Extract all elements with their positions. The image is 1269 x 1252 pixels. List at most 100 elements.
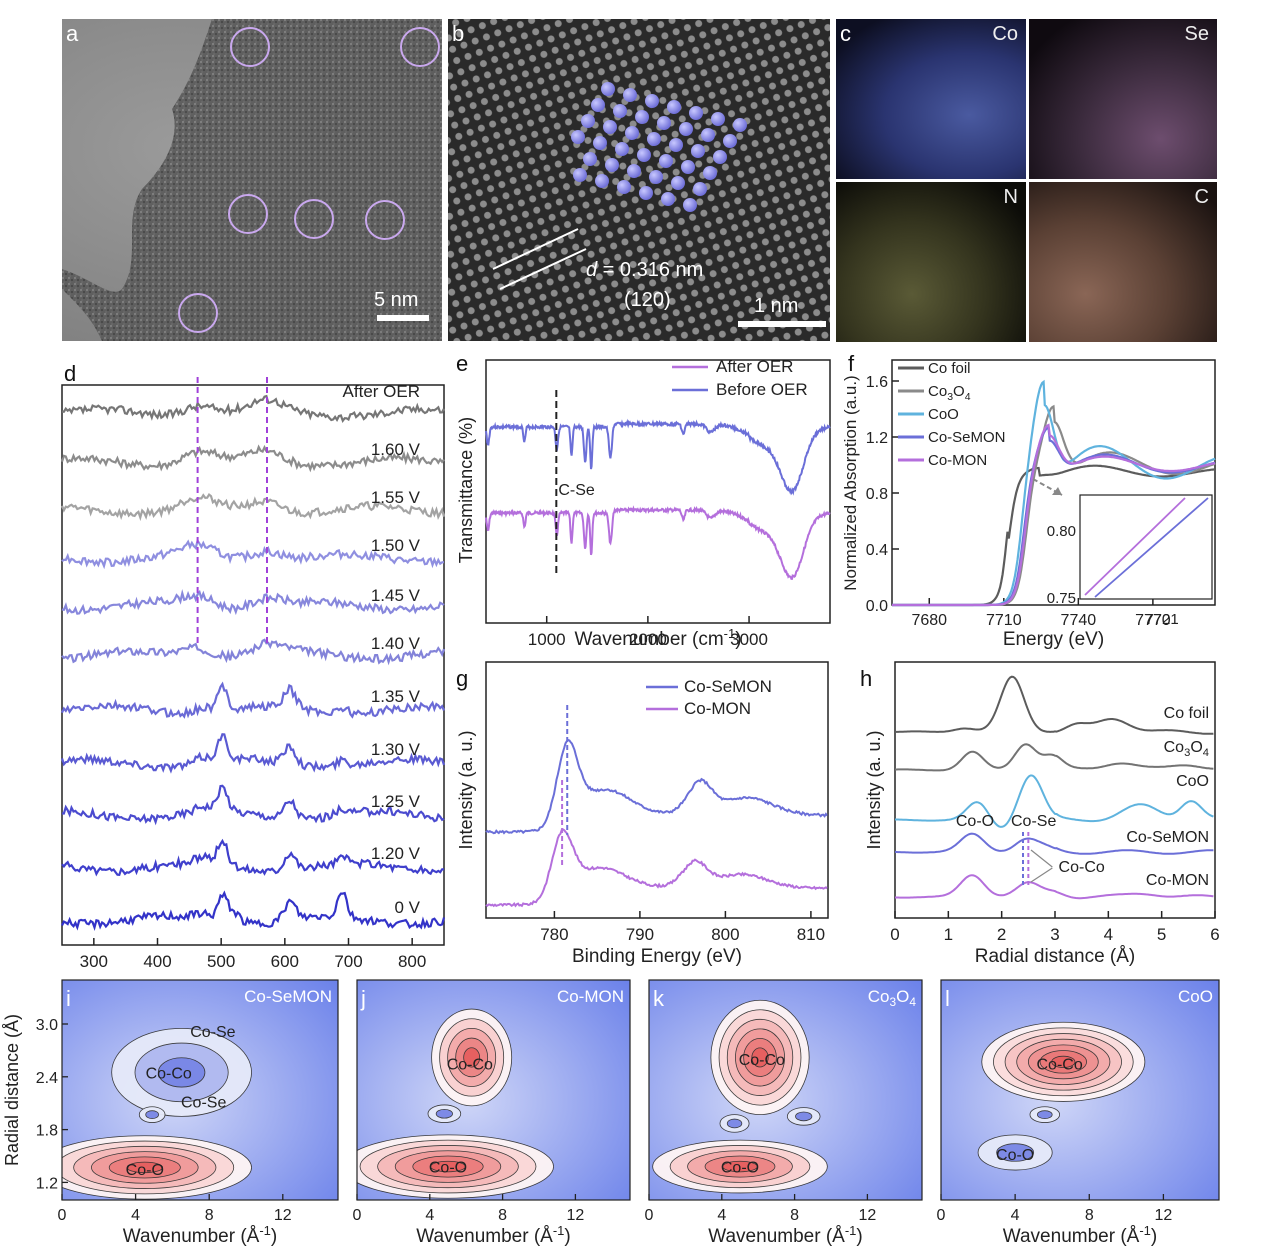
- y-axis-label: Intensity (a. u.): [864, 730, 884, 849]
- inset-pointer-arrow: [1052, 487, 1062, 495]
- panel-label: f: [848, 351, 855, 376]
- label-leader: [1030, 849, 1053, 868]
- heatmap-contours: [977, 1021, 1146, 1171]
- plot-frame: [61, 979, 339, 1201]
- atom-sphere: [591, 98, 605, 112]
- x-axis-label: Wavenumber (cm-1): [574, 626, 741, 650]
- contour-level: [751, 1047, 769, 1068]
- contour-level: [157, 1057, 206, 1088]
- peak-label: Co-Co: [146, 1065, 192, 1082]
- panel-label: e: [456, 351, 469, 376]
- legend-label: After OER: [716, 357, 793, 376]
- atom-sphere: [647, 132, 661, 146]
- plot-frame: [891, 359, 1216, 606]
- plot-frame: [356, 979, 631, 1201]
- atom-sphere: [679, 122, 693, 136]
- panel-label: c: [840, 21, 851, 46]
- raman-series-line: [61, 838, 444, 877]
- x-tick-label: 800: [398, 952, 426, 971]
- y-tick-label: 1.2: [866, 430, 888, 447]
- co-o-label: Co-O: [956, 813, 994, 830]
- x-tick-label: 12: [1155, 1207, 1173, 1224]
- exafs-series-line: [894, 675, 1214, 735]
- atom-sphere: [601, 82, 615, 96]
- x-tick-label: 8: [498, 1207, 507, 1224]
- panel-label: a: [66, 21, 79, 46]
- peak-label: Co-O: [126, 1162, 164, 1179]
- co-co-label: Co-Co: [1059, 859, 1105, 876]
- exafs-chart: 0 1 2 3 4 5 6 Radial distance (Å) Intensity (a. …: [840, 660, 1269, 970]
- exafs-series-line: [895, 874, 1214, 900]
- x-tick-label: 600: [271, 952, 299, 971]
- atom-sphere: [667, 100, 681, 114]
- x-tick-label: 0: [937, 1207, 946, 1224]
- x-tick-label: 3: [1050, 925, 1059, 944]
- contour-level: [435, 1108, 453, 1119]
- contour-level: [126, 1161, 163, 1174]
- series-label: 1.25 V: [371, 792, 421, 811]
- series-label: 1.20 V: [371, 844, 421, 863]
- heatmap-title: Co-SeMON: [244, 987, 332, 1006]
- x-axis-label: Wavenumber (Å-1): [416, 1223, 570, 1247]
- x-tick-label: 780: [540, 925, 568, 944]
- legend-label: CoO: [928, 406, 959, 423]
- co-se-label: Co-Se: [1011, 813, 1056, 830]
- d-spacing-label: d = 0.316 nm: [586, 259, 703, 282]
- eds-map-se: Se: [1029, 19, 1217, 179]
- raman-series-line: [61, 638, 446, 666]
- atom-sphere: [625, 126, 639, 140]
- series-label: 1.40 V: [371, 634, 421, 653]
- x-tick-label: 0: [353, 1207, 362, 1224]
- co-mon-xps-line: [485, 828, 828, 908]
- raman-series-line: [60, 444, 445, 473]
- atom-sphere: [583, 152, 597, 166]
- plot-frame: [485, 661, 829, 919]
- contour-level: [145, 1110, 160, 1119]
- x-tick-label: 6: [1210, 925, 1219, 944]
- inset-line-co-mon: [1084, 497, 1186, 596]
- peak-label: Co-Co: [1036, 1057, 1082, 1074]
- x-tick-label: 500: [207, 952, 235, 971]
- atom-sphere: [711, 112, 725, 126]
- y-tick-label: 2.4: [36, 1070, 58, 1087]
- x-tick-label: 12: [859, 1207, 877, 1224]
- x-tick-label: 12: [274, 1207, 292, 1224]
- d-symbol: d: [586, 259, 598, 281]
- panel-label: d: [64, 361, 77, 386]
- series-label: 1.35 V: [371, 687, 421, 706]
- x-tick-label: 0: [58, 1207, 67, 1224]
- x-tick-label: 810: [797, 925, 825, 944]
- tem-image-a: a 5 nm: [62, 19, 442, 341]
- series-label: 1.45 V: [371, 586, 421, 605]
- wavelet-chart-j: 0 4 8 12 Wavenumber (Å-1) Co-MON j Co-O Co-Co: [345, 972, 637, 1247]
- scale-bar: [377, 315, 429, 321]
- panel-label: k: [653, 986, 665, 1011]
- x-tick-label: 300: [80, 952, 108, 971]
- x-tick-label: 7740: [1061, 612, 1097, 629]
- y-axis-label: Transmittance (%): [456, 417, 476, 563]
- y-tick-label: 3.0: [36, 1017, 58, 1034]
- inset-y-tick-label: 0.75: [1047, 590, 1076, 607]
- atom-sphere: [639, 186, 653, 200]
- peak-label: Co-O: [429, 1160, 467, 1177]
- atom-sphere: [657, 116, 671, 130]
- exafs-series-line: [895, 743, 1214, 772]
- peak-label: Co-Co: [447, 1057, 493, 1074]
- x-tick-label: 1: [944, 925, 953, 944]
- atom-sphere: [691, 144, 705, 158]
- x-tick-label: 4: [425, 1207, 434, 1224]
- atom-sphere: [613, 104, 627, 118]
- atom-sphere: [703, 166, 717, 180]
- x-tick-label: 8: [790, 1207, 799, 1224]
- after-oer-line: [485, 505, 831, 580]
- inset-y-tick-label: 0.80: [1047, 523, 1076, 540]
- atom-sphere: [617, 180, 631, 194]
- contour-level: [1051, 1055, 1076, 1068]
- atom-sphere: [689, 106, 703, 120]
- heatmap-title: Co-MON: [557, 987, 624, 1006]
- raman-chart: 300400500600700800Raman shift (cm-1)Afte…: [0, 355, 450, 996]
- x-tick-label: 4: [1104, 925, 1113, 944]
- atom-sphere: [649, 170, 663, 184]
- x-axis-label: Radial distance (Å): [975, 946, 1136, 967]
- x-tick-label: 4: [1011, 1207, 1020, 1224]
